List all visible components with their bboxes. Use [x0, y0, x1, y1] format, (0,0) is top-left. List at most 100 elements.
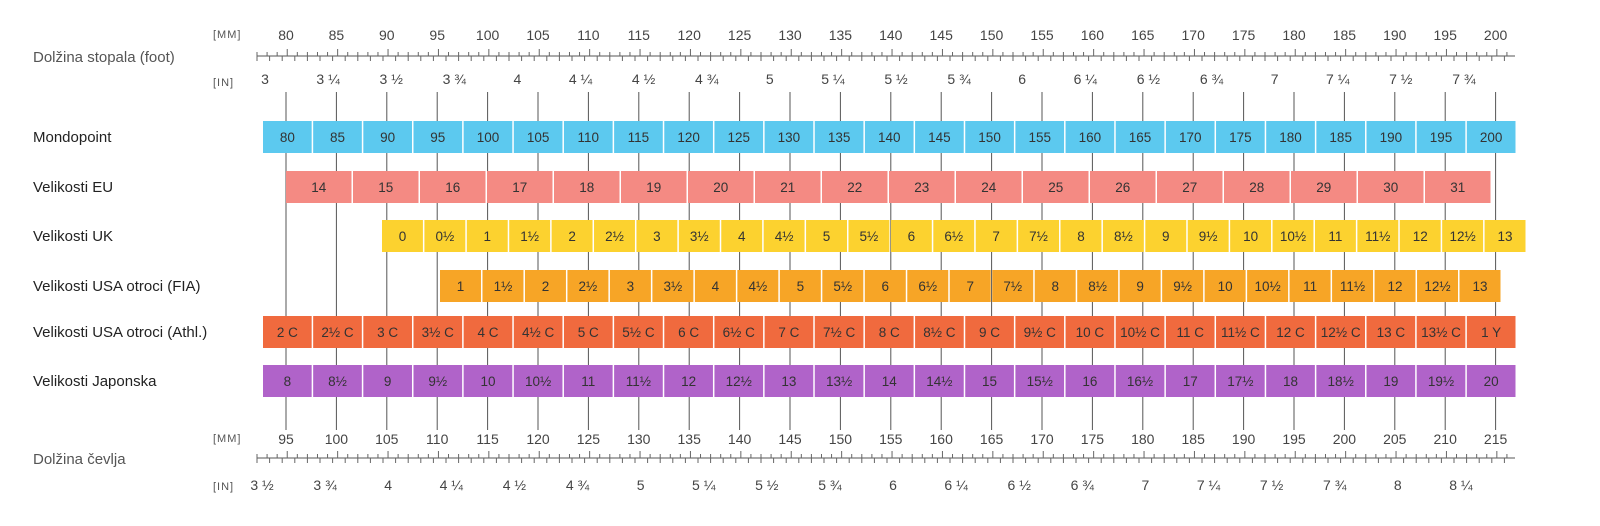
size-cell-label: 5 C — [578, 325, 599, 340]
size-cell-label: 15½ — [1027, 374, 1053, 389]
size-cell-label: 85 — [330, 130, 345, 145]
bottom-in-tick-label: 6 ¼ — [944, 477, 968, 493]
size-cell-label: 23 — [914, 180, 929, 195]
size-cell — [313, 316, 362, 348]
size-cell — [424, 220, 466, 252]
top-axis-label: Dolžina stopala (foot) — [33, 49, 175, 66]
size-cell — [1165, 121, 1215, 153]
bottom-mm-tick-label: 165 — [980, 431, 1004, 447]
size-cell — [1216, 316, 1265, 348]
size-cell — [814, 121, 864, 153]
size-cell — [1316, 121, 1366, 153]
size-cell — [1165, 365, 1215, 397]
size-cell — [487, 171, 553, 203]
top-mm-tick-label: 130 — [778, 27, 802, 43]
top-in-tick-label: 3 ¼ — [316, 71, 340, 87]
bottom-in-tick-label: 7 ¼ — [1197, 477, 1221, 493]
bottom-mm-tick-label: 205 — [1383, 431, 1407, 447]
size-cell-label: 7½ C — [823, 325, 856, 340]
size-cell — [992, 270, 1034, 302]
size-cell — [864, 121, 914, 153]
size-cell — [563, 365, 613, 397]
bottom-in-tick-label: 5 — [637, 477, 645, 493]
size-cell-label: 19 — [1383, 374, 1398, 389]
size-cell — [714, 365, 764, 397]
size-cell — [889, 171, 955, 203]
size-cell — [764, 365, 814, 397]
size-cell — [864, 316, 914, 348]
size-cell — [864, 365, 914, 397]
size-cell — [513, 365, 563, 397]
bottom-mm-labels: 95 100 105 110 115 120 125 130 135 140 145 150 155 16… — [278, 431, 1507, 447]
size-cell — [763, 220, 805, 252]
size-cell — [1374, 270, 1416, 302]
bottom-in-tick-label: 5 ¼ — [692, 477, 716, 493]
top-mm-tick-label: 95 — [429, 27, 445, 43]
bottom-in-tick-label: 5 ¾ — [818, 477, 842, 493]
bottom-mm-tick-label: 110 — [426, 431, 449, 447]
top-in-tick-label: 3 ½ — [380, 71, 404, 87]
size-cell — [1115, 121, 1165, 153]
size-cell-label: 95 — [430, 130, 445, 145]
bottom-axis-unit-in: [IN] — [213, 481, 234, 493]
size-cell-label: 15 — [982, 374, 997, 389]
bottom-in-tick-label: 4 ¾ — [566, 477, 590, 493]
size-cell — [1459, 270, 1501, 302]
size-cell — [594, 220, 635, 252]
size-cell — [814, 316, 864, 348]
size-cell-label: 170 — [1179, 130, 1202, 145]
bottom-mm-tick-label: 140 — [728, 431, 752, 447]
size-cell-label: 14 — [882, 374, 898, 389]
bottom-mm-tick-label: 180 — [1131, 431, 1155, 447]
size-cell-label: 14½ — [926, 374, 952, 389]
size-row: Mondopoint 80 85 90 95 100 105 110 115 120 125 130 1… — [33, 121, 1516, 153]
top-mm-tick-label: 195 — [1434, 27, 1458, 43]
size-cell-label: 5 — [797, 279, 805, 294]
size-cell-label: 19 — [646, 180, 661, 195]
size-cell-label: 11½ — [1340, 279, 1365, 294]
size-cell — [652, 270, 694, 302]
size-cell — [1425, 171, 1491, 203]
size-cell-label: 195 — [1430, 130, 1453, 145]
bottom-mm-tick-label: 100 — [325, 431, 349, 447]
size-cell-label: 110 — [578, 130, 600, 145]
row-label: Velikosti UK — [33, 228, 113, 245]
size-cell — [420, 171, 486, 203]
size-cell-label: 11½ — [1365, 229, 1390, 244]
size-cell-label: 7 — [966, 279, 974, 294]
bottom-mm-tick-label: 210 — [1434, 431, 1458, 447]
size-cell-label: 2 C — [277, 325, 298, 340]
top-in-tick-label: 7 ¾ — [1452, 71, 1476, 87]
size-cell — [1216, 121, 1265, 153]
bottom-mm-tick-label: 160 — [930, 431, 954, 447]
size-cell-label: 13 C — [1377, 325, 1406, 340]
size-cell-label: 26 — [1115, 180, 1130, 195]
top-mm-tick-label: 145 — [930, 27, 954, 43]
size-cell-label: 27 — [1182, 180, 1197, 195]
size-cell-label: 9½ — [1199, 229, 1218, 244]
top-mm-tick-label: 90 — [379, 27, 395, 43]
size-cell-label: 7½ — [1029, 229, 1048, 244]
size-cell-label: 135 — [828, 130, 851, 145]
top-mm-tick-label: 115 — [628, 27, 651, 43]
bottom-mm-tick-label: 95 — [278, 431, 294, 447]
bottom-in-tick-label: 6 ½ — [1008, 477, 1032, 493]
size-cell-label: 16 — [1082, 374, 1097, 389]
size-cell — [1077, 270, 1119, 302]
size-cell — [1247, 270, 1289, 302]
size-cell-label: 105 — [527, 130, 550, 145]
size-cell-label: 30 — [1383, 180, 1398, 195]
size-cell — [1157, 171, 1223, 203]
size-cell-label: 120 — [677, 130, 700, 145]
size-cell-label: 9 — [384, 374, 392, 389]
size-cell — [621, 171, 687, 203]
size-cell — [678, 220, 720, 252]
size-row: Velikosti USA otroci (FIA) 1 1½ 2 2½ 3 3½ 4 4½ 5 5… — [33, 270, 1501, 302]
size-cell — [1416, 121, 1466, 153]
bottom-mm-tick-label: 150 — [829, 431, 853, 447]
size-cell-label: 9½ C — [1024, 325, 1057, 340]
size-cell — [664, 365, 713, 397]
size-cell — [551, 220, 593, 252]
top-in-tick-label: 3 ¾ — [443, 71, 467, 87]
top-in-tick-label: 7 ½ — [1389, 71, 1413, 87]
